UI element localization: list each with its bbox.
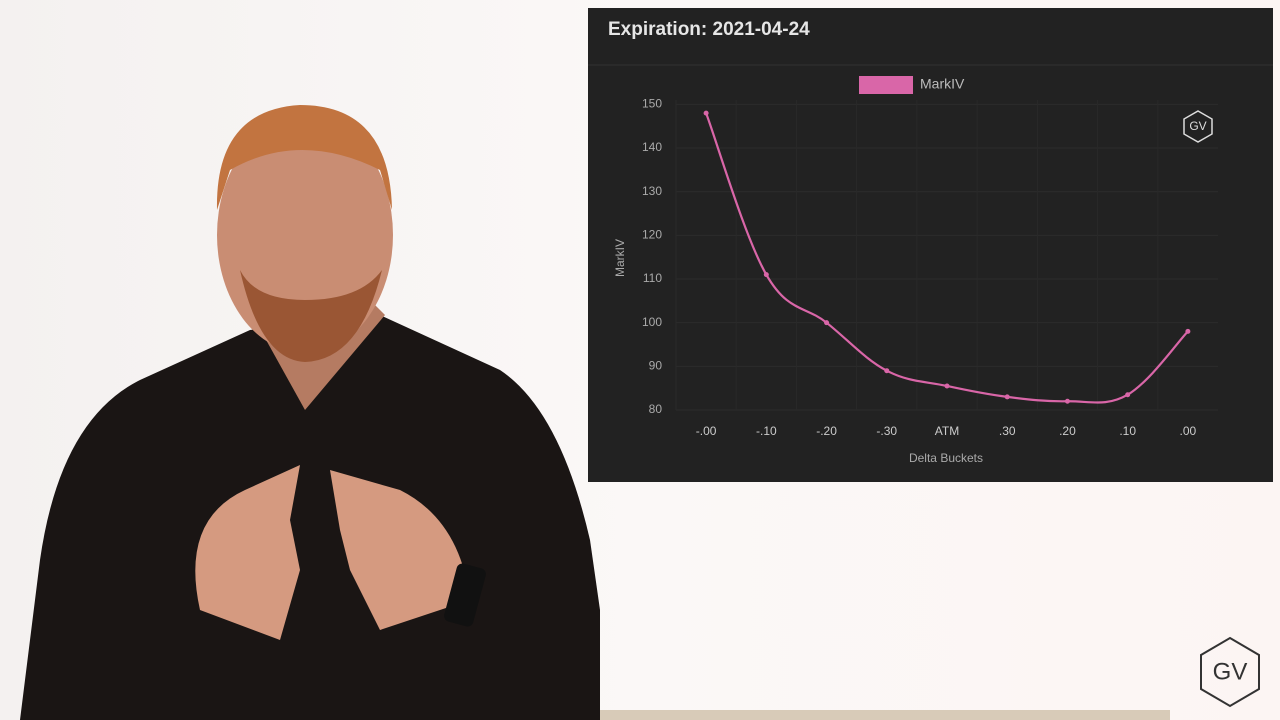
floor-strip (600, 710, 1170, 720)
y-tick-label: 100 (642, 315, 662, 329)
data-point (884, 368, 890, 374)
x-tick-label: -.10 (756, 424, 777, 438)
data-point (1064, 398, 1070, 404)
x-tick-label: .10 (1119, 424, 1136, 438)
x-tick-label: -.20 (816, 424, 837, 438)
legend-swatch (859, 76, 913, 94)
x-tick-label: .30 (999, 424, 1016, 438)
data-point (1004, 394, 1010, 400)
legend-label: MarkIV (920, 76, 965, 92)
y-tick-label: 110 (643, 271, 662, 285)
x-tick-label: -.30 (876, 424, 897, 438)
watermark-badge: GV (1183, 110, 1213, 143)
x-tick-label: .00 (1180, 424, 1197, 438)
x-tick-label: .20 (1059, 424, 1076, 438)
chart-title: Expiration: 2021-04-24 (608, 19, 810, 40)
data-point (1125, 392, 1131, 398)
chart-panel (588, 8, 1273, 482)
presenter (20, 105, 600, 720)
watermark: GV (1189, 119, 1206, 133)
y-tick-label: 140 (642, 140, 662, 154)
logo: GV (1213, 658, 1248, 685)
y-axis-label: MarkIV (613, 239, 627, 277)
y-tick-label: 150 (642, 97, 662, 111)
y-tick-label: 80 (649, 402, 663, 416)
x-tick-label: -.00 (696, 424, 717, 438)
data-point (1185, 328, 1191, 334)
data-point (763, 272, 769, 278)
x-tick-label: ATM (935, 424, 959, 438)
y-tick-label: 90 (649, 359, 663, 373)
y-tick-label: 120 (642, 228, 662, 242)
logo-badge: GV (1200, 636, 1260, 708)
y-tick-label: 130 (642, 184, 662, 198)
data-point (703, 110, 709, 116)
x-axis-label: Delta Buckets (909, 451, 983, 465)
data-point (944, 383, 950, 389)
data-point (824, 320, 830, 326)
